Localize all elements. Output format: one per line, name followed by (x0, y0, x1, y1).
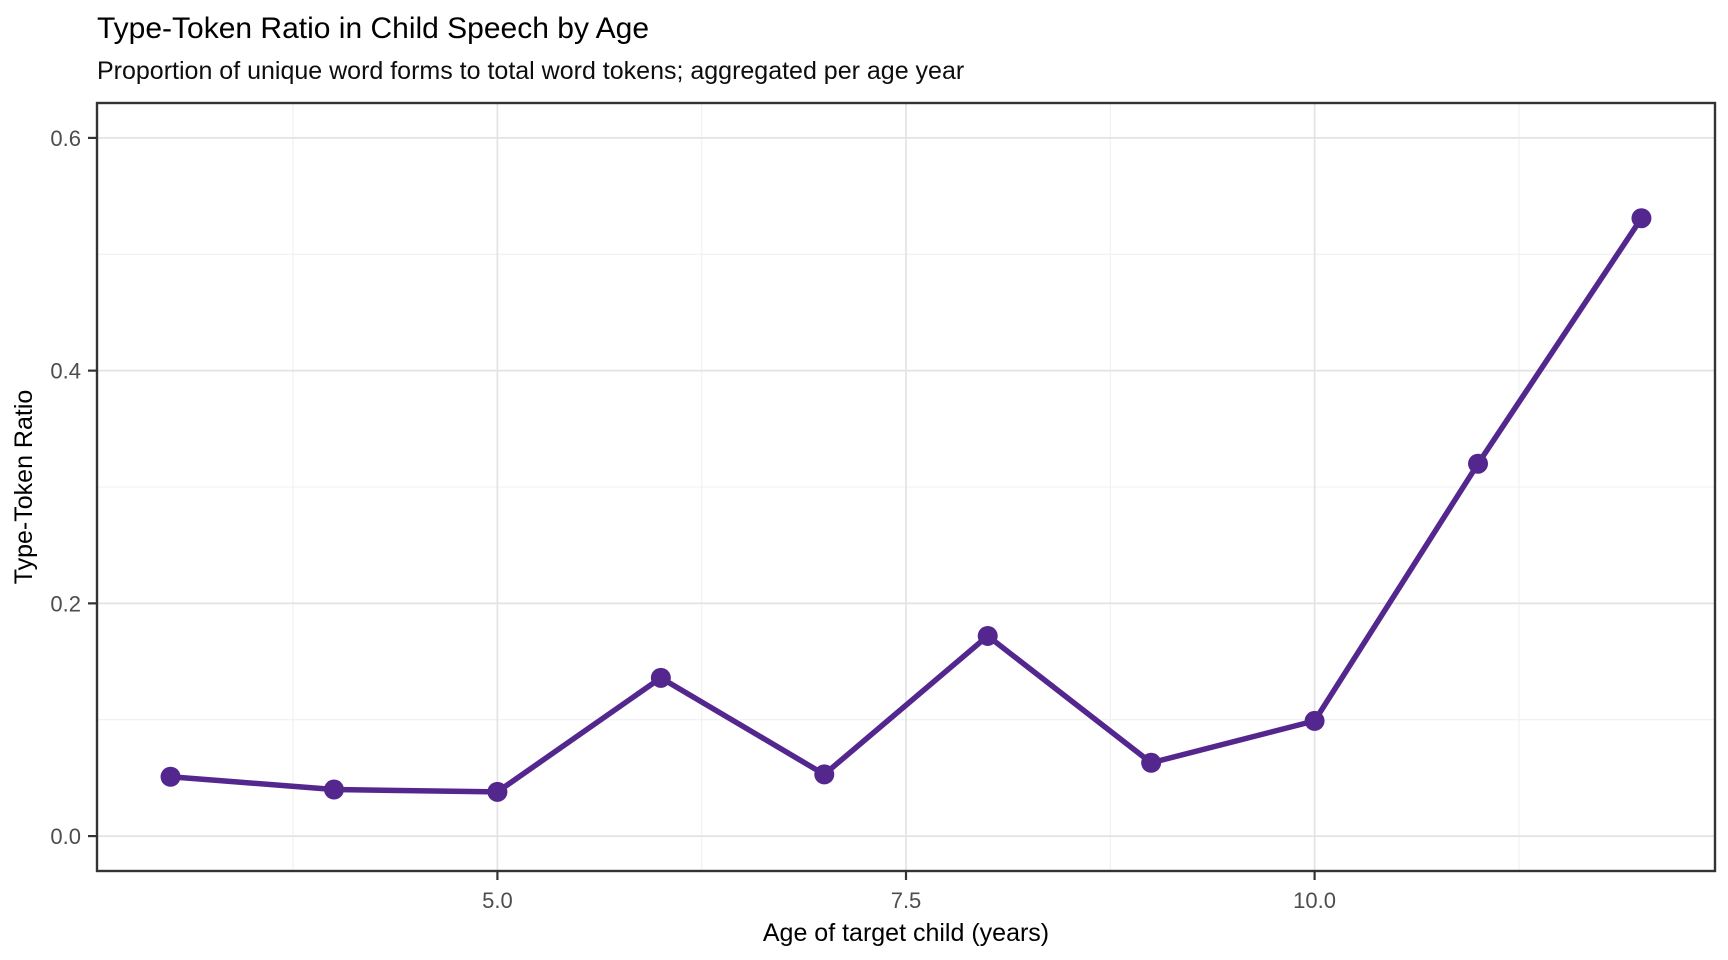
x-axis-title: Age of target child (years) (763, 919, 1049, 947)
x-tick-label: 10.0 (1293, 888, 1336, 913)
page-title: Type-Token Ratio in Child Speech by Age (97, 12, 649, 45)
ttr-trend-line (167, 215, 1645, 795)
data-series-layer (160, 208, 1652, 802)
data-point-age-7 (814, 764, 835, 785)
data-point-age-5 (487, 781, 508, 802)
data-point-age-12 (1631, 208, 1652, 229)
x-tick-label: 7.5 (891, 888, 922, 913)
y-tick-label: 0.0 (50, 824, 81, 849)
x-tick-label: 5.0 (482, 888, 513, 913)
y-tick-label: 0.6 (50, 126, 81, 151)
axis-tick-layer: 5.0 7.5 10.0 0.0 0.2 0.4 0.6 (50, 126, 1336, 913)
gridline-layer (97, 103, 1715, 871)
data-point-age-10 (1304, 710, 1325, 731)
data-point-age-4 (323, 779, 344, 800)
data-point-age-8 (977, 625, 998, 646)
data-point-age-9 (1141, 752, 1162, 773)
y-axis-title: Type-Token Ratio (10, 390, 38, 585)
data-point-age-6 (650, 667, 671, 688)
data-point-age-3 (160, 766, 181, 787)
data-point-age-11 (1468, 453, 1489, 474)
page-subtitle: Proportion of unique word forms to total… (97, 57, 965, 85)
y-tick-label: 0.4 (50, 359, 81, 384)
y-tick-label: 0.2 (50, 591, 81, 616)
